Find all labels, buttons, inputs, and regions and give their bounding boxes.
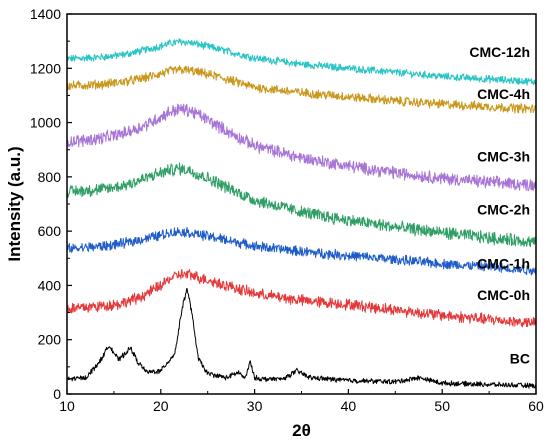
y-axis: 0 200 400 600 800 1000 1200 1400	[30, 6, 72, 402]
series-label-cmc-4h: CMC-4h	[477, 86, 530, 102]
y-tick-label: 800	[38, 169, 62, 185]
y-tick-label: 1200	[30, 60, 61, 76]
series-line-bc	[66, 287, 537, 389]
series-line-cmc-4h	[66, 65, 537, 114]
plot-frame	[66, 13, 537, 395]
series-label-cmc-3h: CMC-3h	[477, 149, 530, 165]
y-tick-label: 400	[38, 277, 62, 293]
x-tick-label: 20	[153, 398, 169, 414]
x-tick-label: 30	[247, 398, 263, 414]
x-axis: 10 20 30 40 50 60	[59, 389, 544, 414]
series-line-cmc-1h	[66, 226, 537, 276]
series-label-cmc-12h: CMC-12h	[469, 44, 530, 60]
series-label-cmc-2h: CMC-2h	[477, 201, 530, 217]
x-tick-label: 60	[528, 398, 544, 414]
y-tick-label: 0	[53, 386, 61, 402]
y-tick-label: 1000	[30, 115, 61, 131]
y-tick-label: 200	[38, 332, 62, 348]
y-axis-title: Intensity (a.u.)	[5, 146, 24, 261]
x-tick-label: 10	[59, 398, 75, 414]
series-label-layer: CMC-12h CMC-4h CMC-3h CMC-2h CMC-1h CMC-0h BC	[469, 44, 530, 367]
x-axis-title: 2θ	[292, 421, 311, 440]
series-label-cmc-1h: CMC-1h	[477, 256, 530, 272]
series-line-cmc-2h	[66, 162, 537, 248]
series-line-cmc-0h	[66, 268, 537, 328]
series-line-cmc-3h	[66, 103, 537, 192]
series-layer	[66, 38, 537, 389]
series-label-cmc-0h: CMC-0h	[477, 287, 530, 303]
series-line-cmc-12h	[66, 38, 537, 86]
x-tick-label: 40	[341, 398, 357, 414]
x-tick-label: 50	[434, 398, 450, 414]
y-tick-label: 600	[38, 223, 62, 239]
series-label-bc: BC	[510, 351, 530, 367]
y-tick-label: 1400	[30, 6, 61, 22]
